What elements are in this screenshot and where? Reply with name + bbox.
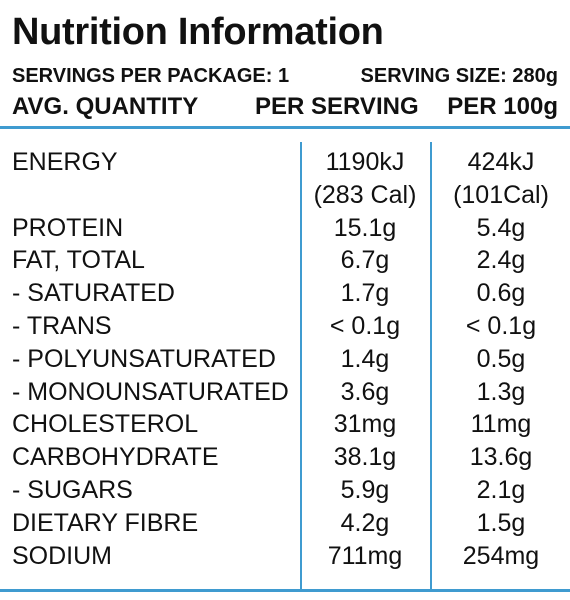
table-row-sodium: SODIUM 711mg 254mg <box>0 540 570 573</box>
table-row-cholesterol: CHOLESTEROL 31mg 11mg <box>0 408 570 441</box>
per-100g-value: 0.5g <box>476 344 526 373</box>
column-divider-1 <box>300 142 302 589</box>
per-100g-value: 424kJ (101Cal) <box>432 146 570 212</box>
per-100g-kj: 424kJ <box>467 148 535 176</box>
per-serving-value: 3.6g <box>340 377 390 406</box>
column-header-quantity: AVG. QUANTITY <box>12 93 199 120</box>
table-row-energy: ENERGY 1190kJ (283 Cal) 424kJ (101Cal) <box>0 146 570 212</box>
row-label: - POLYUNSATURATED <box>12 344 276 373</box>
per-serving-value: 5.9g <box>340 475 390 504</box>
table-row-dietary-fibre: DIETARY FIBRE 4.2g 1.5g <box>0 507 570 540</box>
table-row-saturated: - SATURATED 1.7g 0.6g <box>0 277 570 310</box>
per-serving-cal: (283 Cal) <box>313 180 417 209</box>
table-row-carbohydrate: CARBOHYDRATE 38.1g 13.6g <box>0 441 570 474</box>
per-100g-cal: (101Cal) <box>453 180 549 209</box>
row-label: PROTEIN <box>12 213 124 242</box>
row-label: - TRANS <box>12 311 112 340</box>
row-label: DIETARY FIBRE <box>12 508 199 537</box>
per-serving-value: 15.1g <box>333 213 397 242</box>
per-100g-value: 1.5g <box>476 508 526 537</box>
row-label: ENERGY <box>12 148 118 176</box>
per-100g-value: 13.6g <box>469 443 533 472</box>
per-serving-value: < 0.1g <box>329 311 401 340</box>
per-serving-value: 1.4g <box>340 344 390 373</box>
table-row-sugars: - SUGARS 5.9g 2.1g <box>0 474 570 507</box>
per-100g-value: 11mg <box>470 410 532 439</box>
servings-per-package: SERVINGS PER PACKAGE: 1 <box>12 65 290 87</box>
panel-title: Nutrition Information <box>12 11 384 53</box>
per-serving-kj: 1190kJ <box>325 148 405 176</box>
per-100g-value: 1.3g <box>476 377 526 406</box>
bottom-rule <box>0 589 570 592</box>
row-label: - SUGARS <box>12 475 133 504</box>
table-row-protein: PROTEIN 15.1g 5.4g <box>0 212 570 245</box>
serving-size: SERVING SIZE: 280g <box>360 65 558 87</box>
per-serving-value: 1.7g <box>340 279 390 308</box>
per-serving-value: 6.7g <box>340 246 390 275</box>
table-row-polyunsaturated: - POLYUNSATURATED 1.4g 0.5g <box>0 343 570 376</box>
row-label: SODIUM <box>12 541 112 570</box>
table-row-fat-total: FAT, TOTAL 6.7g 2.4g <box>0 244 570 277</box>
nutrition-table: ENERGY 1190kJ (283 Cal) 424kJ (101Cal) P… <box>0 146 570 572</box>
per-serving-value: 31mg <box>333 410 397 439</box>
row-label: FAT, TOTAL <box>12 246 145 275</box>
row-label: CARBOHYDRATE <box>12 443 219 472</box>
column-divider-2 <box>430 142 432 589</box>
per-serving-value: 38.1g <box>333 443 397 472</box>
per-100g-value: 5.4g <box>476 213 526 242</box>
per-100g-value: 254mg <box>462 541 540 570</box>
per-100g-value: 2.4g <box>476 246 526 275</box>
row-label: - MONOUNSATURATED <box>12 377 289 406</box>
row-label: CHOLESTEROL <box>12 410 199 439</box>
per-serving-value: 711mg <box>327 541 403 570</box>
row-label: - SATURATED <box>12 279 175 308</box>
column-header-per-100g: PER 100g <box>447 93 558 120</box>
top-rule <box>0 126 570 129</box>
column-header-per-serving: PER SERVING <box>255 93 419 120</box>
per-100g-value: 2.1g <box>476 475 526 504</box>
per-serving-value: 1190kJ (283 Cal) <box>300 146 430 212</box>
per-serving-value: 4.2g <box>340 508 390 537</box>
table-row-monounsaturated: - MONOUNSATURATED 3.6g 1.3g <box>0 376 570 409</box>
per-100g-value: < 0.1g <box>465 311 537 340</box>
per-100g-value: 0.6g <box>476 279 526 308</box>
table-row-trans: - TRANS < 0.1g < 0.1g <box>0 310 570 343</box>
